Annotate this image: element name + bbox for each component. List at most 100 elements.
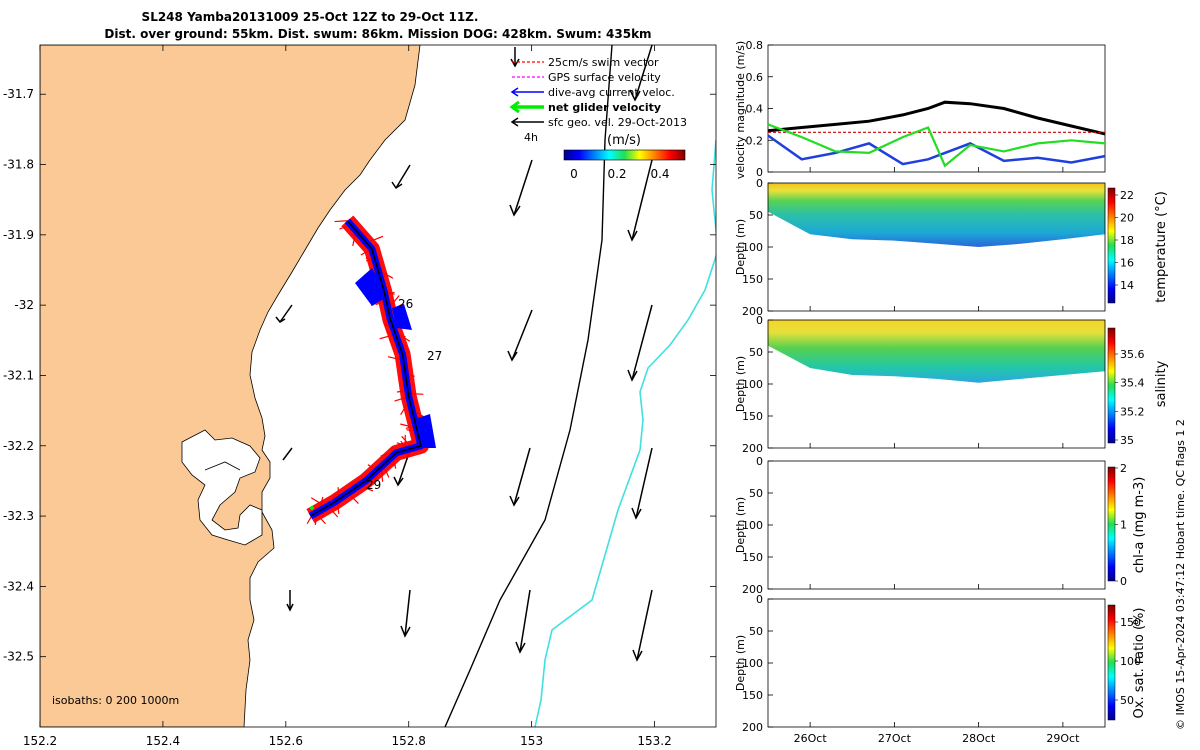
map-x-tick-1: 152.4 <box>146 734 180 748</box>
date-axis: 26Oct 27Oct 28Oct 29Oct <box>794 167 1080 745</box>
day-label-26: 26 <box>398 297 413 311</box>
salCb-2: 35.2 <box>1120 405 1145 418</box>
river-channel <box>204 461 241 471</box>
salCb-1: 35.4 <box>1120 377 1145 390</box>
series-net-velocity <box>767 100 1106 136</box>
salinity-cbar-ticks: 35.6 35.4 35.2 35 <box>1115 348 1145 447</box>
chl-depth-label: Depth (m) <box>734 497 747 553</box>
svg-text:25cm/s swim vector: 25cm/s swim vector <box>548 56 659 69</box>
temperature-depth-label: Depth (m) <box>734 219 747 275</box>
legend-swim: 25cm/s swim vector <box>512 56 659 69</box>
copyright-note: © IMOS 15-Apr-2024 03:47:12 Hobart time.… <box>1174 419 1187 730</box>
salinity-y-ticks: 0 50 100 150 200 <box>742 314 773 455</box>
vel-y-tick-4: 0.8 <box>746 39 764 52</box>
temperature-colorbar <box>1107 187 1116 304</box>
map-y-tick-7: -32.4 <box>3 579 34 593</box>
estuary <box>181 429 263 546</box>
isobath-200m <box>444 45 613 727</box>
oxygen-panel: 0 50 100 150 200 Depth (m) 150 100 50 Ox. sat.… <box>734 593 1147 734</box>
salYTicks-3: 150 <box>742 410 763 423</box>
chlCb-2: 0 <box>1120 575 1127 588</box>
map-colorbar-label: (m/s) <box>607 133 641 148</box>
coastline-land <box>40 45 421 727</box>
legend-gps: GPS surface velocity <box>512 71 661 84</box>
tempCb-4: 14 <box>1120 279 1134 292</box>
svg-text:sfc geo. vel. 29-Oct-2013: sfc geo. vel. 29-Oct-2013 <box>548 116 687 129</box>
chlYTicks-4: 200 <box>742 583 763 596</box>
chl-colorbar <box>1107 466 1116 582</box>
velocity-panel: 0 0.2 0.4 0.6 0.8 velocity magnitude (m/s) <box>734 39 1106 179</box>
temperature-field <box>768 183 1105 247</box>
chl-cbar-ticks: 2 1 0 <box>1115 462 1127 588</box>
map-x-tick-2: 152.6 <box>269 734 303 748</box>
oxYTicks-3: 150 <box>742 689 763 702</box>
map-y-tick-2: -31.9 <box>3 228 34 242</box>
legend-geo: sfc geo. vel. 29-Oct-2013 <box>510 116 687 129</box>
salYTicks-1: 50 <box>749 346 763 359</box>
legend-current: dive-avg current veloc. <box>510 86 675 99</box>
vel-y-tick-3: 0.6 <box>746 71 764 84</box>
tempYTicks-2: 100 <box>742 241 763 254</box>
oxCb-1: 100 <box>1120 655 1141 668</box>
salinity-panel: 0 50 100 150 200 Depth (m) 35.6 35.4 35.2 35 sa… <box>734 314 1169 455</box>
isobath-1000m <box>534 139 716 727</box>
temperature-cbar-label: temperature (°C) <box>1154 191 1169 303</box>
map-y-ticks: -31.7 -31.8 -31.9 -32 -32.1 -32.2 -32.3 -32.4 -3… <box>3 87 716 664</box>
chlYTicks-1: 50 <box>749 487 763 500</box>
salinity-depth-label: Depth (m) <box>734 356 747 412</box>
date-label-3: 29Oct <box>1046 732 1080 745</box>
date-label-0: 26Oct <box>794 732 828 745</box>
tempYTicks-3: 150 <box>742 273 763 286</box>
map-y-tick-4: -32.1 <box>3 368 34 382</box>
tempCb-2: 18 <box>1120 234 1134 247</box>
chlCb-1: 1 <box>1120 519 1127 532</box>
oxygen-y-ticks: 0 50 100 150 200 <box>742 593 773 734</box>
title-line-1: SL248 Yamba20131009 25-Oct 12Z to 29-Oct… <box>142 10 479 24</box>
temperature-cbar-ticks: 22 20 18 16 14 <box>1115 189 1134 292</box>
tempCb-1: 20 <box>1120 212 1134 225</box>
vel-y-tick-0: 0 <box>756 166 763 179</box>
map-y-tick-1: -31.8 <box>3 158 34 172</box>
map-y-tick-5: -32.2 <box>3 439 34 453</box>
day-label-29: 29 <box>366 478 381 492</box>
tempYTicks-1: 50 <box>749 209 763 222</box>
series-surface <box>767 123 1106 168</box>
chlYTicks-0: 0 <box>756 455 763 468</box>
vel-y-tick-2: 0.4 <box>746 103 764 116</box>
oxYTicks-4: 200 <box>742 721 763 734</box>
glider-track <box>306 215 436 526</box>
oxygen-depth-label: Depth (m) <box>734 635 747 691</box>
oxYTicks-0: 0 <box>756 593 763 606</box>
isobaths-note: isobaths: 0 200 1000m <box>52 694 179 707</box>
salCb-3: 35 <box>1120 434 1134 447</box>
map-cbar-tick-0: 0 <box>570 167 578 181</box>
oxygen-cbar-label: Ox. sat. ratio (%) <box>1132 608 1147 719</box>
oxygen-colorbar <box>1107 604 1116 721</box>
date-label-2: 28Oct <box>962 732 996 745</box>
track-map: 26 27 29 152.2 152.4 152.6 152.8 153 153.2 -3… <box>3 44 717 748</box>
map-x-tick-4: 153 <box>520 734 543 748</box>
tempCb-3: 16 <box>1120 257 1134 270</box>
legend-net: net glider velocity <box>509 100 661 114</box>
oxYTicks-2: 100 <box>742 657 763 670</box>
vel-y-tick-1: 0.2 <box>746 134 764 147</box>
oxygen-cbar-ticks: 150 100 50 <box>1115 616 1141 707</box>
salYTicks-2: 100 <box>742 378 763 391</box>
map-cbar-tick-2: 0.4 <box>650 167 669 181</box>
map-legend: 25cm/s swim vector GPS surface velocity … <box>509 56 687 181</box>
temperature-y-ticks: 0 50 100 150 200 <box>742 177 773 318</box>
chl-panel: 0 50 100 150 200 Depth (m) 2 1 0 chl-a (mg m-3… <box>734 455 1147 596</box>
svg-text:dive-avg current veloc.: dive-avg current veloc. <box>548 86 675 99</box>
chl-y-ticks: 0 50 100 150 200 <box>742 455 773 596</box>
title-line-2: Dist. over ground: 55km. Dist. swum: 86k… <box>104 27 651 41</box>
velocity-ylabel: velocity magnitude (m/s) <box>734 41 747 179</box>
map-y-tick-8: -32.5 <box>3 650 34 664</box>
chlYTicks-3: 150 <box>742 551 763 564</box>
salinity-field <box>768 320 1105 383</box>
map-x-tick-0: 152.2 <box>23 734 57 748</box>
velocity-y-ticks: 0 0.2 0.4 0.6 0.8 <box>746 39 773 179</box>
oxCb-0: 150 <box>1120 616 1141 629</box>
salinity-colorbar <box>1107 327 1116 444</box>
svg-text:net glider velocity: net glider velocity <box>548 101 661 114</box>
salCb-0: 35.6 <box>1120 348 1145 361</box>
